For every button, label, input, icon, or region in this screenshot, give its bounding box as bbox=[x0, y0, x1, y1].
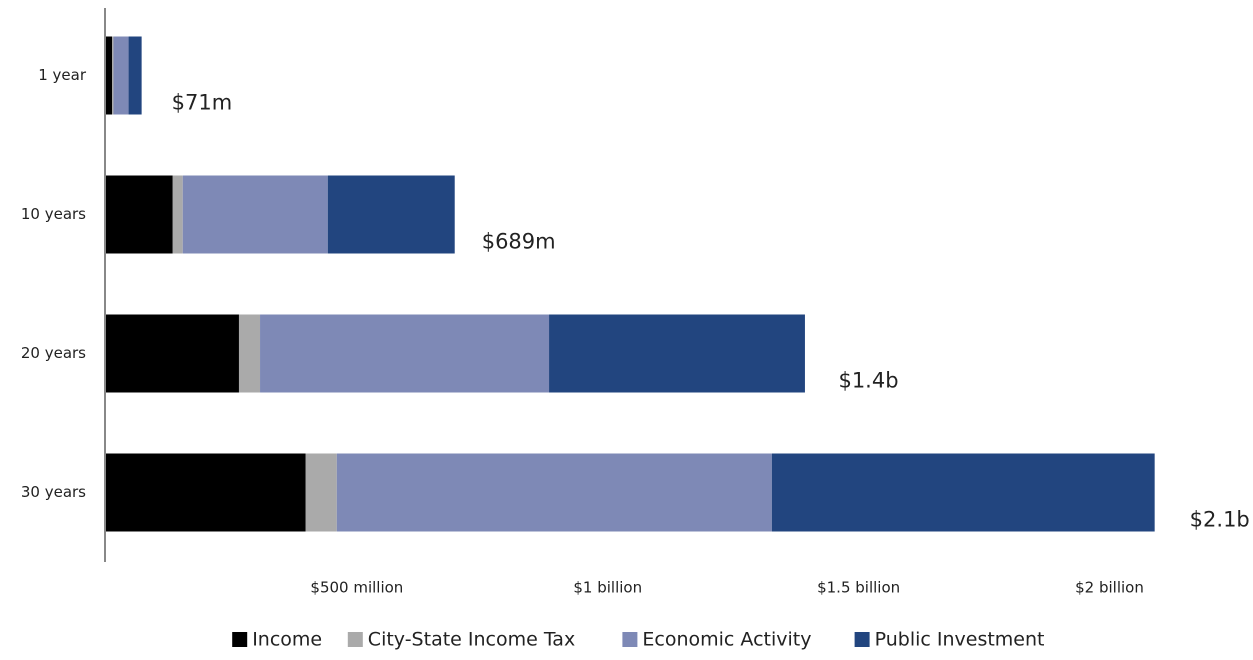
bar-segment bbox=[106, 175, 173, 254]
y-tick-label: 10 years bbox=[21, 205, 86, 223]
total-label: $1.4b bbox=[838, 369, 898, 393]
y-tick-label: 20 years bbox=[21, 344, 86, 362]
bar-segment bbox=[327, 175, 455, 254]
legend-swatch bbox=[854, 632, 870, 647]
legend-label: City-State Income Tax bbox=[368, 629, 575, 651]
bar-segment bbox=[106, 36, 113, 115]
x-tick-label: $2 billion bbox=[1075, 579, 1144, 597]
y-tick-label: 30 years bbox=[21, 483, 86, 501]
legend-label: Economic Activity bbox=[642, 629, 811, 651]
bar-segment bbox=[113, 36, 129, 115]
bar-segment bbox=[128, 36, 142, 115]
bar-segment bbox=[106, 314, 239, 393]
legend-swatch bbox=[347, 632, 363, 647]
x-tick-label: $500 million bbox=[310, 579, 403, 597]
x-tick-label: $1.5 billion bbox=[817, 579, 900, 597]
bar-segment bbox=[260, 314, 550, 393]
total-label: $689m bbox=[482, 230, 556, 254]
bar-segment bbox=[182, 175, 328, 254]
total-label: $2.1b bbox=[1190, 508, 1250, 532]
legend-label: Income bbox=[252, 629, 322, 651]
legend-label: Public Investment bbox=[875, 629, 1045, 651]
y-tick-label: 1 year bbox=[38, 66, 87, 84]
bar-segment bbox=[238, 314, 261, 393]
bar-segment bbox=[336, 453, 772, 532]
x-tick-label: $1 billion bbox=[573, 579, 642, 597]
bar-segment bbox=[106, 453, 306, 532]
bar-segment bbox=[771, 453, 1155, 532]
legend-swatch bbox=[232, 632, 248, 647]
bar-segment bbox=[172, 175, 183, 254]
legend-swatch bbox=[622, 632, 638, 647]
total-label: $71m bbox=[172, 91, 233, 115]
bar-segment bbox=[112, 36, 114, 115]
bar-segment bbox=[549, 314, 805, 393]
bar-segment bbox=[305, 453, 337, 532]
